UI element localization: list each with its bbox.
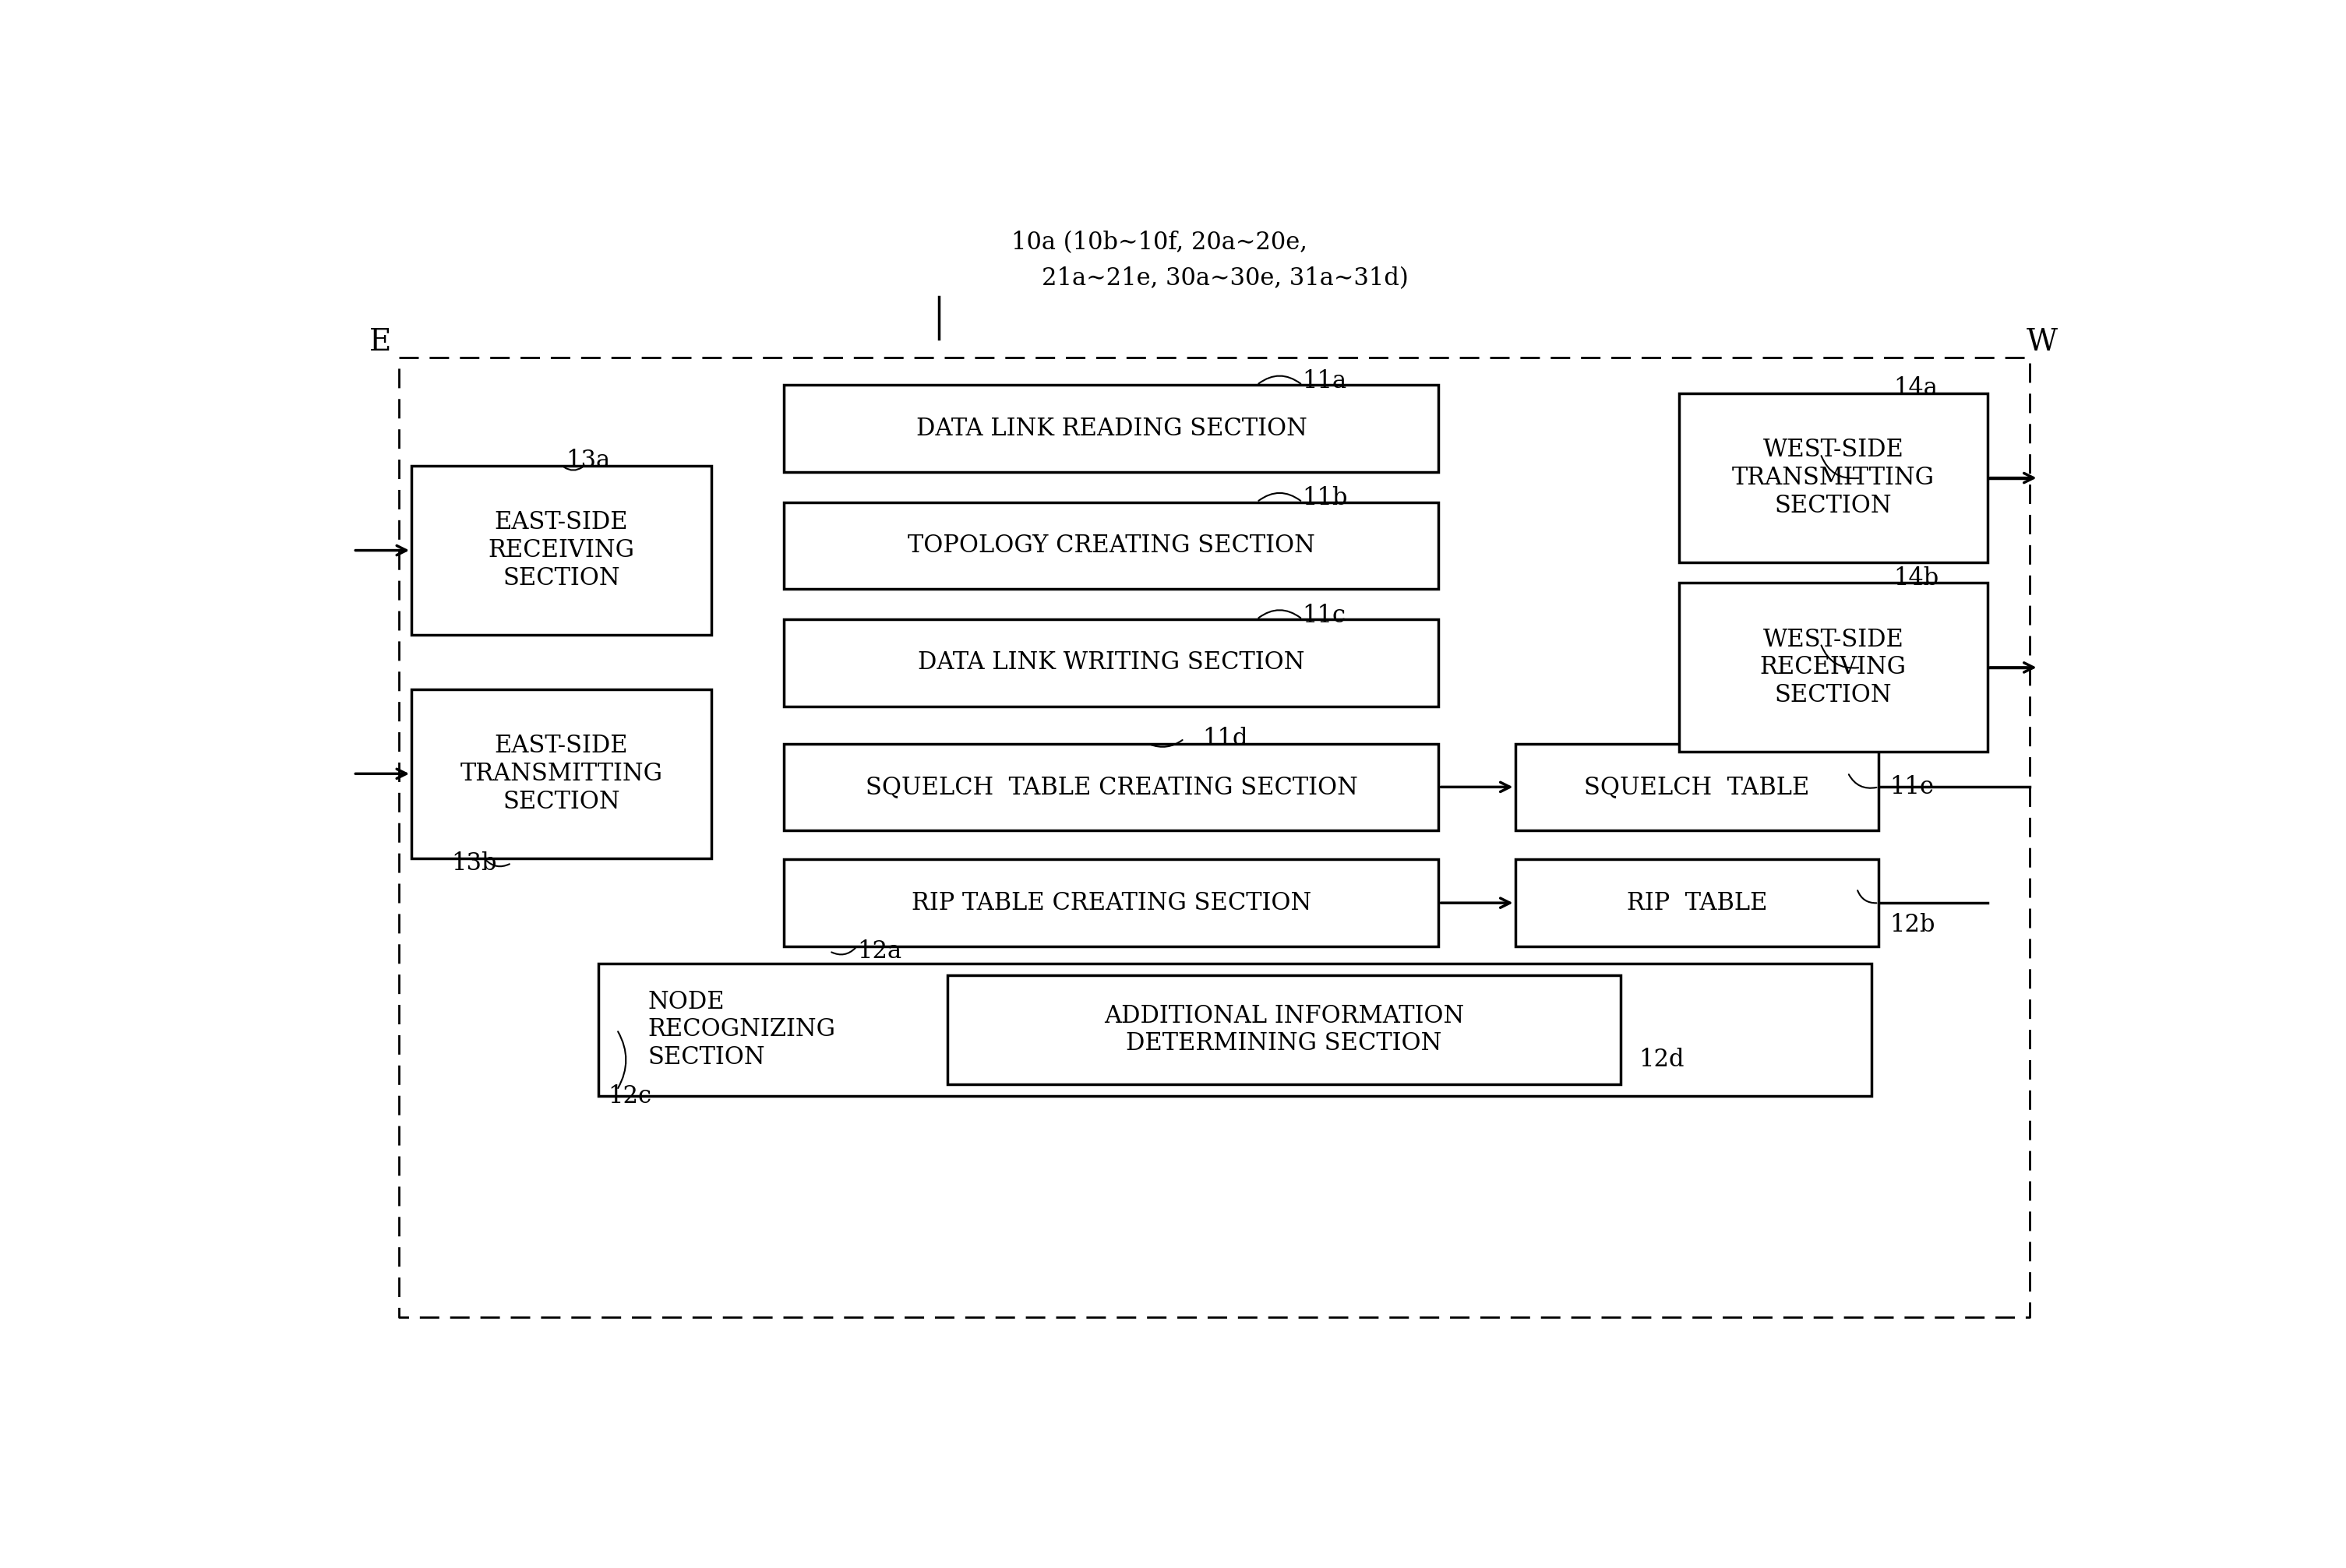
Text: 11d: 11d — [1203, 726, 1248, 751]
Text: RIP TABLE CREATING SECTION: RIP TABLE CREATING SECTION — [913, 891, 1311, 916]
FancyBboxPatch shape — [784, 743, 1438, 831]
Text: EAST-SIDE
TRANSMITTING
SECTION: EAST-SIDE TRANSMITTING SECTION — [460, 734, 662, 814]
Text: RIP  TABLE: RIP TABLE — [1626, 891, 1767, 916]
Text: ADDITIONAL INFORMATION
DETERMINING SECTION: ADDITIONAL INFORMATION DETERMINING SECTI… — [1105, 1004, 1464, 1055]
Text: EAST-SIDE
RECEIVING
SECTION: EAST-SIDE RECEIVING SECTION — [488, 511, 636, 590]
Text: E: E — [368, 328, 392, 358]
Text: TOPOLOGY CREATING SECTION: TOPOLOGY CREATING SECTION — [908, 533, 1316, 558]
Text: 14a: 14a — [1893, 376, 1938, 401]
Text: 14b: 14b — [1893, 566, 1938, 590]
Text: 11a: 11a — [1302, 370, 1347, 394]
FancyBboxPatch shape — [784, 502, 1438, 590]
Text: 12a: 12a — [856, 939, 901, 963]
FancyBboxPatch shape — [411, 466, 711, 635]
Text: 13a: 13a — [565, 448, 610, 474]
Text: DATA LINK READING SECTION: DATA LINK READING SECTION — [915, 417, 1307, 441]
Text: 10a (10b∼10f, 20a∼20e,: 10a (10b∼10f, 20a∼20e, — [1011, 230, 1307, 254]
Text: 12d: 12d — [1640, 1047, 1684, 1073]
FancyBboxPatch shape — [1516, 743, 1879, 831]
FancyBboxPatch shape — [1516, 859, 1879, 947]
Text: 12b: 12b — [1889, 913, 1935, 936]
Text: 12c: 12c — [608, 1083, 652, 1109]
Text: W: W — [2027, 328, 2057, 358]
Text: SQUELCH  TABLE CREATING SECTION: SQUELCH TABLE CREATING SECTION — [866, 775, 1358, 800]
Text: WEST-SIDE
RECEIVING
SECTION: WEST-SIDE RECEIVING SECTION — [1760, 627, 1907, 707]
FancyBboxPatch shape — [784, 859, 1438, 947]
FancyBboxPatch shape — [1680, 583, 1987, 753]
Text: 13b: 13b — [450, 851, 497, 875]
FancyBboxPatch shape — [948, 975, 1621, 1083]
FancyBboxPatch shape — [784, 619, 1438, 706]
Text: 21a∼21e, 30a∼30e, 31a∼31d): 21a∼21e, 30a∼30e, 31a∼31d) — [1011, 267, 1408, 290]
FancyBboxPatch shape — [598, 963, 1872, 1096]
FancyBboxPatch shape — [411, 690, 711, 858]
Text: 11e: 11e — [1889, 775, 1933, 800]
Text: WEST-SIDE
TRANSMITTING
SECTION: WEST-SIDE TRANSMITTING SECTION — [1731, 437, 1935, 517]
Text: NODE
RECOGNIZING
SECTION: NODE RECOGNIZING SECTION — [647, 989, 835, 1069]
Text: SQUELCH  TABLE: SQUELCH TABLE — [1584, 775, 1809, 800]
FancyBboxPatch shape — [784, 386, 1438, 472]
Text: 11c: 11c — [1302, 604, 1347, 627]
FancyBboxPatch shape — [1680, 394, 1987, 563]
Text: 11b: 11b — [1302, 486, 1349, 511]
Text: DATA LINK WRITING SECTION: DATA LINK WRITING SECTION — [917, 651, 1304, 674]
